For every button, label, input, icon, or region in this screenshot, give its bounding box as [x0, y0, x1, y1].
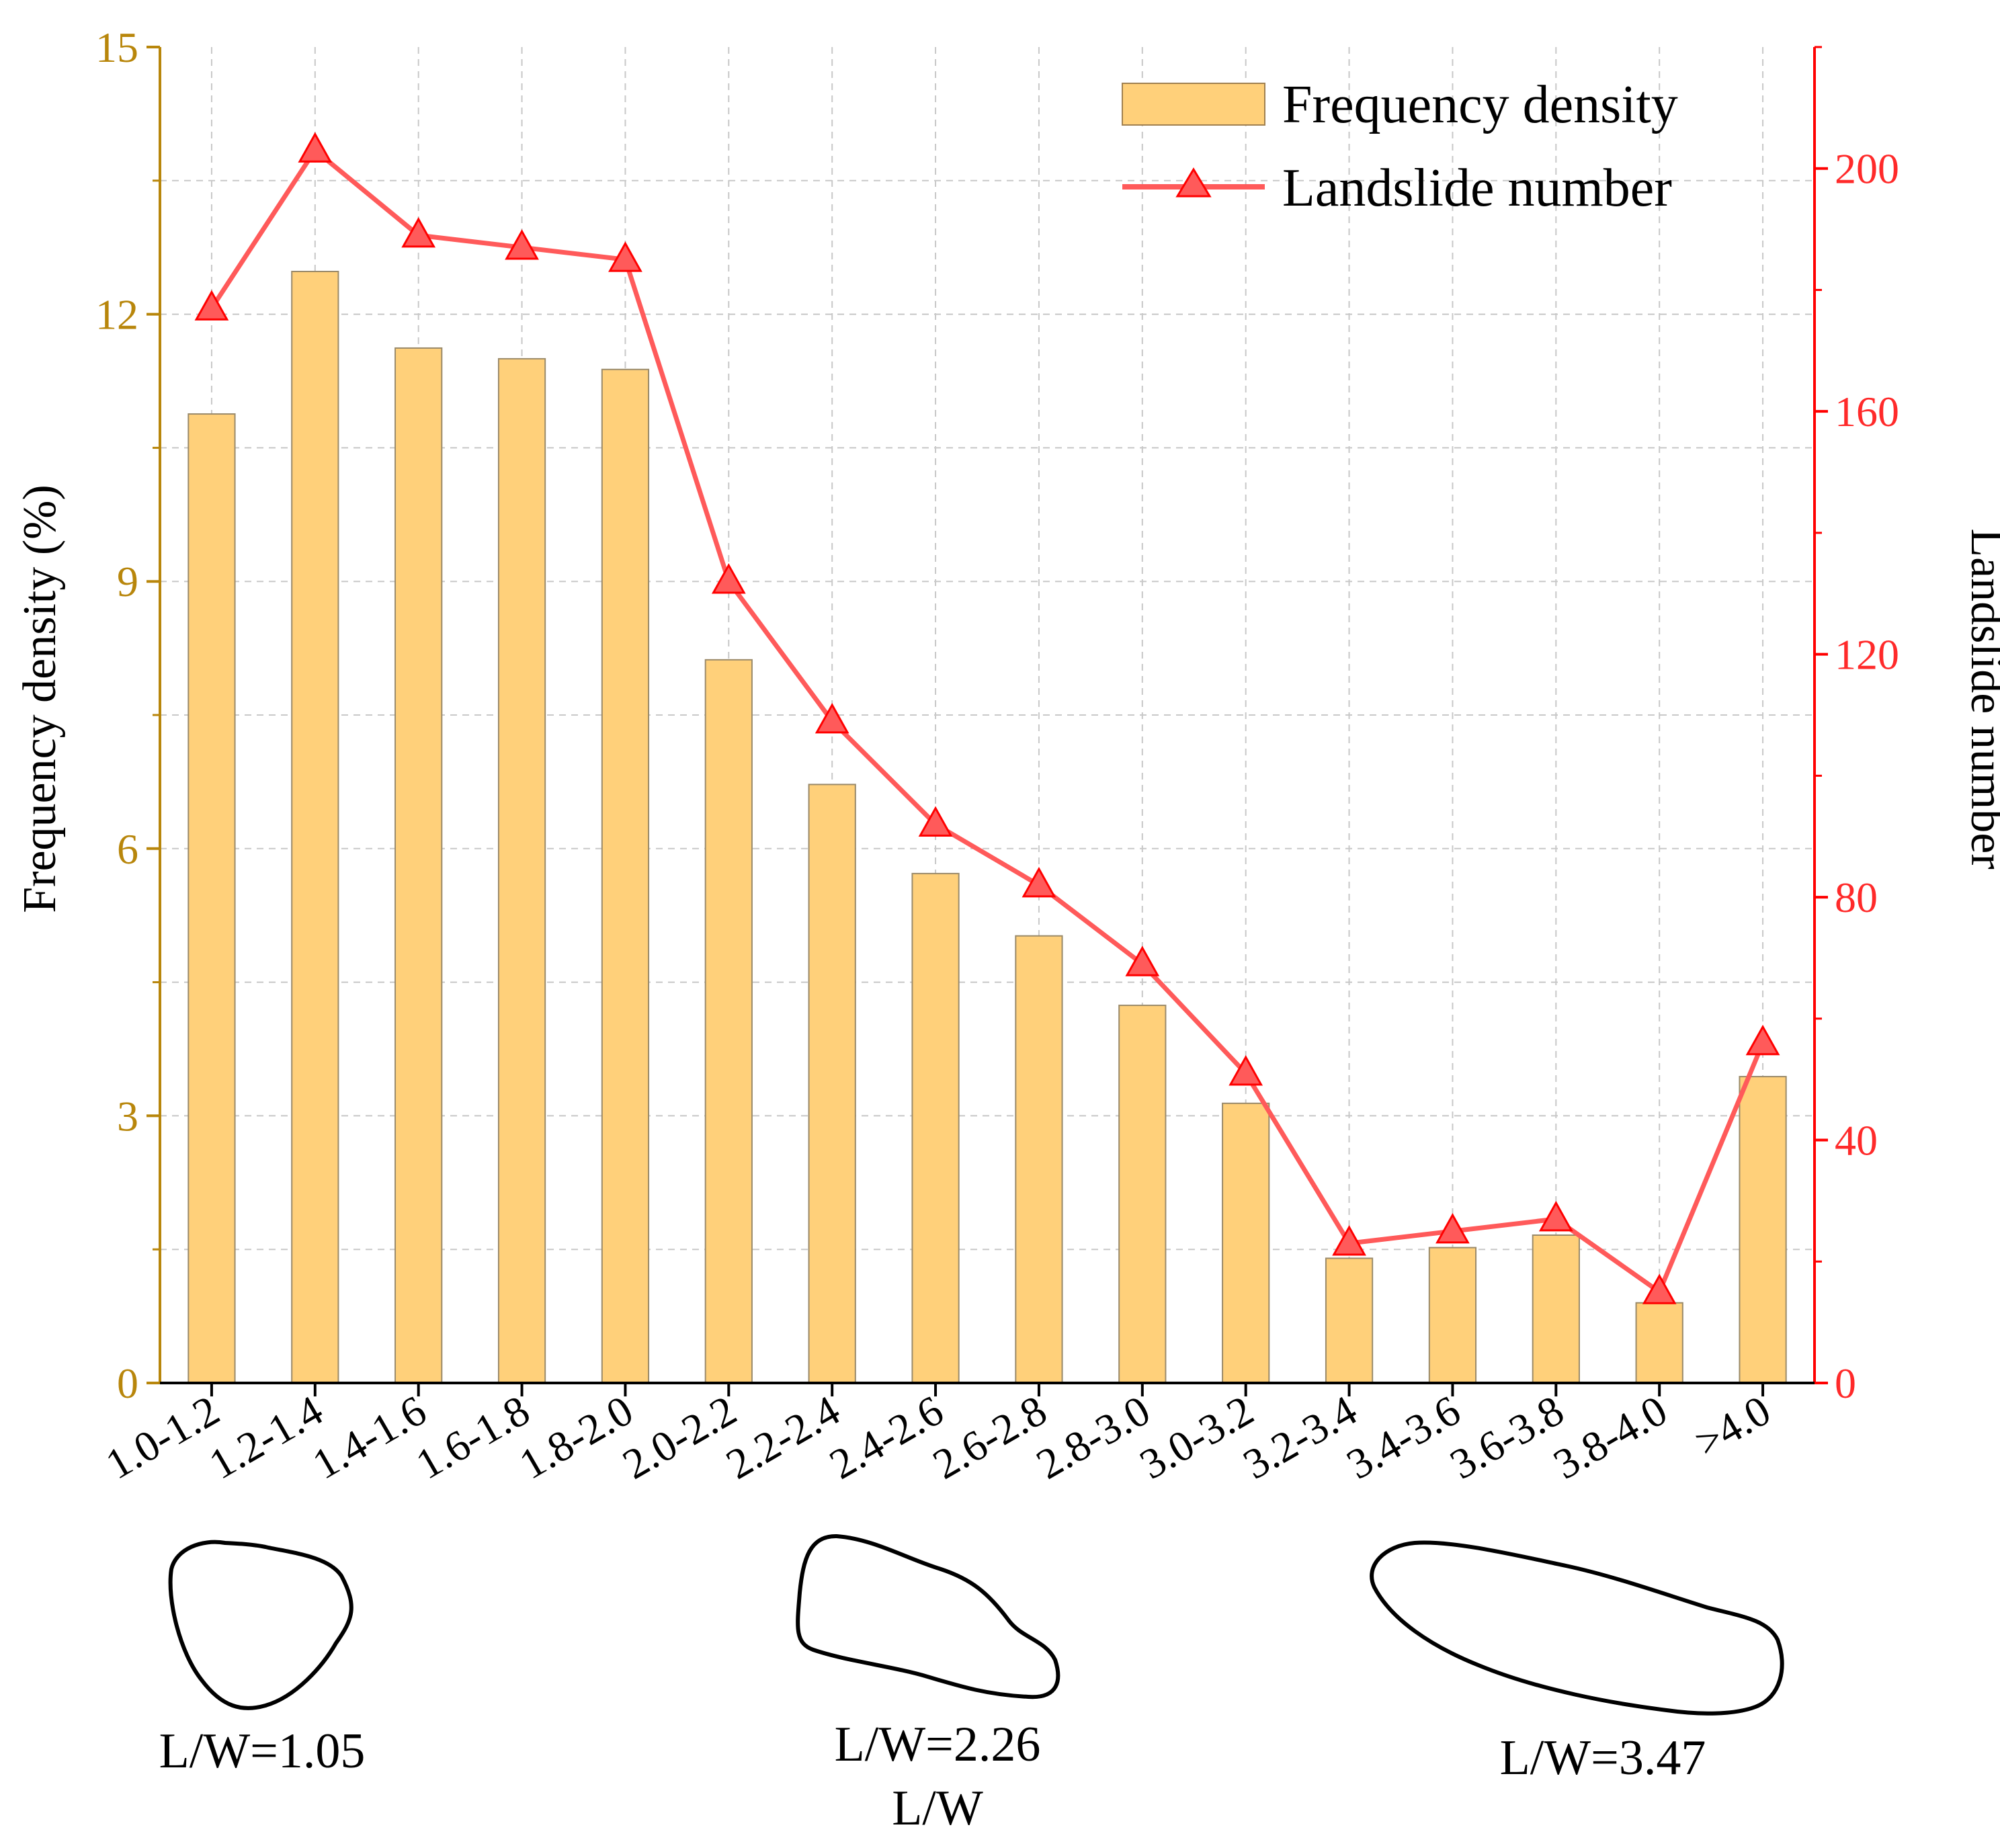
- bar-frequency-6: [808, 784, 856, 1384]
- marker-landslide-11: [1332, 1225, 1366, 1256]
- marker-landslide-13: [1538, 1200, 1573, 1232]
- x-tick-label: 3.0-3.2: [1132, 1386, 1261, 1488]
- x-tick-label: >4.0: [1687, 1386, 1778, 1467]
- legend-swatch-bar: [1122, 83, 1265, 126]
- x-tick-label: 1.2-1.4: [201, 1386, 331, 1488]
- x-tick-label: 1.8-2.0: [511, 1386, 641, 1488]
- y-right-tick-label: 200: [1835, 145, 1899, 193]
- marker-landslide-14: [1642, 1273, 1677, 1304]
- legend-label-frequency: Frequency density: [1282, 75, 1678, 134]
- marker-landslide-6: [815, 702, 849, 734]
- bar-layer: [188, 270, 1787, 1384]
- bar-frequency-0: [188, 413, 236, 1384]
- bar-frequency-1: [291, 270, 339, 1384]
- axis-layer: [147, 46, 1828, 1396]
- x-tick-label: 3.8-4.0: [1546, 1386, 1675, 1488]
- landslide-shape-3: [1370, 1540, 1784, 1716]
- bar-frequency-4: [601, 368, 650, 1384]
- marker-landslide-3: [505, 229, 539, 260]
- x-tick-label: 1.6-1.8: [408, 1386, 538, 1488]
- marker-landslide-1: [298, 132, 333, 163]
- y-left-tick-label: 9: [117, 558, 138, 605]
- x-tick-label: 2.6-2.8: [925, 1386, 1054, 1488]
- bar-frequency-12: [1428, 1247, 1477, 1384]
- y-left-tick-label: 3: [117, 1092, 138, 1140]
- marker-landslide-0: [194, 290, 229, 321]
- bar-frequency-11: [1325, 1257, 1374, 1384]
- line-layer: [194, 132, 1780, 1304]
- bar-frequency-5: [704, 659, 753, 1384]
- y-left-tick-label: 0: [117, 1359, 138, 1407]
- bar-frequency-7: [911, 872, 960, 1384]
- y-right-tick-label: 80: [1835, 874, 1878, 921]
- landslide-shape-2: [796, 1534, 1060, 1699]
- y-right-tick-label: 160: [1835, 388, 1899, 435]
- legend: Frequency density Landslide number: [1122, 75, 1678, 218]
- marker-landslide-4: [608, 241, 642, 272]
- marker-landslide-9: [1125, 946, 1160, 976]
- x-tick-label: 3.4-3.6: [1339, 1386, 1468, 1488]
- bar-frequency-15: [1739, 1076, 1787, 1384]
- marker-landslide-10: [1228, 1055, 1263, 1086]
- y-left-tick-label: 6: [117, 825, 138, 873]
- y-left-tick-label: 12: [95, 291, 138, 339]
- y-left-axis-title: Frequency density (%): [14, 485, 66, 913]
- bar-frequency-8: [1015, 935, 1063, 1384]
- annotation-lw-2: L/W=2.26: [835, 1717, 1041, 1772]
- bar-frequency-3: [497, 358, 546, 1384]
- grid-layer: [160, 47, 1815, 1383]
- x-tick-label: 3.6-3.8: [1442, 1386, 1572, 1488]
- bar-frequency-14: [1635, 1302, 1683, 1384]
- annotation-lw-3: L/W=3.47: [1500, 1730, 1706, 1786]
- x-tick-label: 2.4-2.6: [822, 1386, 952, 1488]
- marker-landslide-5: [711, 563, 746, 594]
- legend-swatch-marker: [1175, 167, 1212, 198]
- marker-landslide-2: [401, 217, 436, 248]
- bar-frequency-10: [1222, 1102, 1270, 1384]
- marker-landslide-8: [1022, 866, 1056, 898]
- bar-frequency-2: [394, 347, 443, 1384]
- x-tick-label: 3.2-3.4: [1235, 1386, 1365, 1488]
- y-right-tick-label: 0: [1835, 1359, 1856, 1407]
- annotation-lw-1: L/W=1.05: [159, 1724, 366, 1779]
- y-right-tick-label: 40: [1835, 1117, 1878, 1165]
- y-left-tick-label: 15: [95, 24, 138, 71]
- marker-landslide-15: [1745, 1024, 1780, 1056]
- marker-landslide-7: [918, 806, 953, 837]
- x-tick-label: 1.4-1.6: [304, 1386, 434, 1488]
- y-right-axis-title: Landslide number: [1961, 528, 2000, 869]
- x-tick-label: 2.8-3.0: [1028, 1386, 1158, 1488]
- x-tick-label: 2.0-2.2: [615, 1386, 745, 1488]
- y-right-tick-label: 120: [1835, 631, 1899, 679]
- x-tick-label: 2.2-2.4: [718, 1386, 848, 1488]
- landslide-shape-1: [168, 1540, 353, 1710]
- bar-frequency-9: [1118, 1005, 1167, 1384]
- line-landslide-number: [210, 148, 1765, 1294]
- legend-label-landslide: Landslide number: [1282, 159, 1672, 218]
- marker-landslide-12: [1435, 1213, 1470, 1244]
- x-axis-title: L/W: [892, 1781, 983, 1836]
- bar-frequency-13: [1532, 1234, 1580, 1384]
